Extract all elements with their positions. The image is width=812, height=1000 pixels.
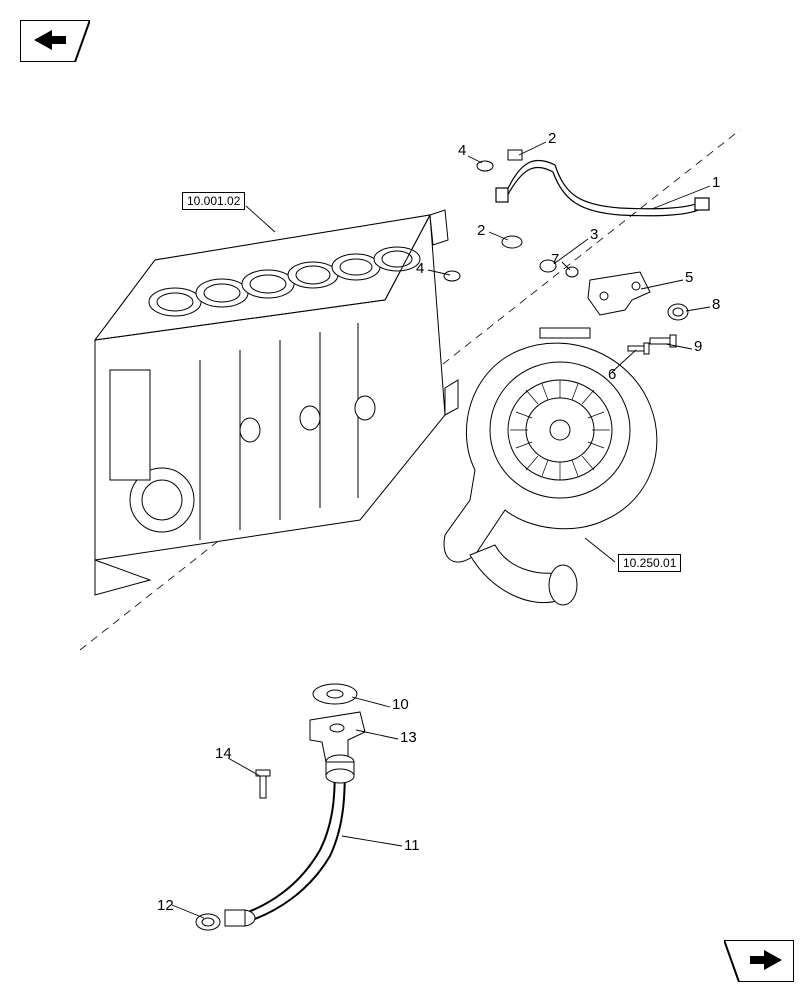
- callout-9: 9: [694, 338, 702, 355]
- callout-13: 13: [400, 729, 417, 746]
- callout-12: 12: [157, 897, 174, 914]
- callout-2b: 2: [477, 222, 485, 239]
- callout-2a: 2: [548, 130, 556, 147]
- callout-11: 11: [404, 837, 420, 854]
- ref-turbo: 10.250.01: [618, 554, 681, 572]
- callout-3: 3: [590, 226, 598, 243]
- callout-5: 5: [685, 269, 693, 286]
- callout-4b: 4: [416, 260, 424, 277]
- callout-7: 7: [551, 251, 559, 268]
- callout-10: 10: [392, 696, 409, 713]
- parts-diagram-page: 10.001.02 10.250.01 1 2 2 3 4 4 5 6 7 8 …: [0, 0, 812, 1000]
- oil-drain-assembly: [196, 684, 365, 930]
- callout-6: 6: [608, 366, 616, 383]
- callout-1: 1: [712, 174, 720, 191]
- callout-14: 14: [215, 745, 232, 762]
- oil-supply-line: [496, 160, 709, 215]
- bracket-group: [588, 272, 688, 354]
- callout-8: 8: [712, 296, 720, 313]
- ref-engine-block: 10.001.02: [182, 192, 245, 210]
- callout-4a: 4: [458, 142, 466, 159]
- engine-block-drawing: [95, 210, 458, 595]
- ref-label: 10.250.01: [623, 556, 676, 570]
- ref-label: 10.001.02: [187, 194, 240, 208]
